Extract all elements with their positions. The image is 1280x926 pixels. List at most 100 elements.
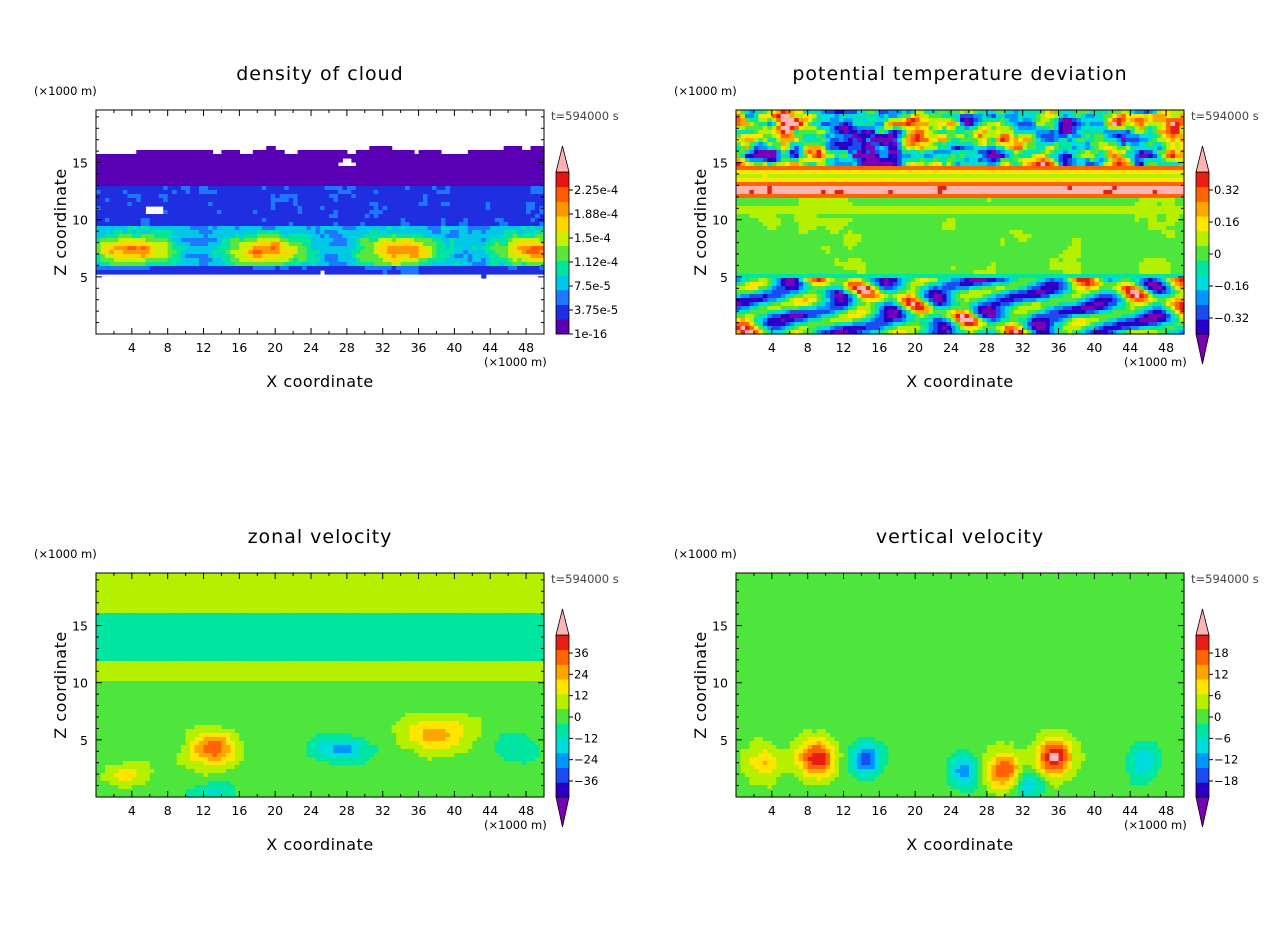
heatmap-cell: [337, 210, 343, 215]
heatmap-cell: [320, 170, 326, 175]
heatmap-cell: [780, 318, 786, 323]
heatmap-cell: [355, 258, 361, 263]
heatmap-cell: [767, 166, 773, 171]
heatmap-cell: [508, 186, 514, 191]
heatmap-cell: [293, 238, 299, 243]
heatmap-cell: [740, 166, 746, 171]
heatmap-cell: [185, 182, 191, 187]
heatmap-cell: [369, 262, 375, 267]
heatmap-cell: [865, 318, 871, 323]
heatmap-cell: [830, 318, 836, 323]
heatmap-cell: [454, 270, 460, 275]
heatmap-cell: [744, 290, 751, 295]
heatmap-cell: [373, 190, 379, 195]
heatmap-cell: [856, 318, 863, 323]
heatmap-cell: [467, 158, 473, 163]
heatmap-cell: [423, 178, 429, 183]
heatmap-cell: [499, 254, 505, 259]
heatmap-cell: [449, 254, 455, 259]
heatmap-cell: [843, 118, 849, 123]
heatmap-cell: [333, 234, 339, 239]
heatmap-cell: [373, 234, 379, 239]
heatmap-cell: [194, 162, 200, 167]
heatmap-cell: [163, 222, 169, 227]
heatmap-cell: [736, 138, 742, 143]
heatmap-cell: [212, 182, 218, 187]
heatmap-cell: [812, 154, 818, 159]
heatmap-cell: [449, 202, 455, 207]
heatmap-cell: [472, 198, 478, 203]
heatmap-cell: [821, 258, 827, 263]
heatmap-cell: [512, 242, 518, 247]
heatmap-cell: [467, 254, 473, 259]
heatmap-cell: [216, 198, 223, 203]
heatmap-cell: [131, 258, 137, 263]
heatmap-cell: [140, 154, 146, 159]
heatmap-cell: [127, 190, 133, 195]
heatmap-cell: [789, 194, 795, 199]
heatmap-cell: [467, 222, 473, 227]
heatmap-cell: [785, 186, 791, 191]
heatmap-cell: [396, 158, 402, 163]
heatmap-cell: [821, 182, 827, 187]
heatmap-cell: [839, 246, 845, 251]
heatmap-cell: [136, 150, 142, 155]
heatmap-cell: [785, 118, 791, 123]
heatmap-cell: [526, 178, 532, 183]
heatmap-cell: [535, 182, 541, 187]
heatmap-cell: [758, 258, 764, 263]
heatmap-cell: [834, 126, 840, 131]
heatmap-cell: [100, 218, 106, 223]
heatmap-cell: [248, 254, 254, 259]
heatmap-cell: [427, 270, 433, 275]
heatmap-cell: [785, 110, 791, 115]
heatmap-cell: [472, 174, 478, 179]
heatmap-cell: [203, 206, 209, 211]
heatmap-cell: [807, 186, 813, 191]
heatmap-cell: [821, 138, 827, 143]
heatmap-cell: [458, 198, 464, 203]
heatmap-cell: [798, 258, 804, 263]
heatmap-cell: [279, 242, 285, 247]
heatmap-cell: [96, 174, 102, 179]
heatmap-cell: [396, 246, 402, 251]
heatmap-cell: [535, 174, 541, 179]
heatmap-cell: [275, 254, 281, 259]
heatmap-cell: [333, 166, 339, 171]
heatmap-cell: [328, 258, 335, 263]
heatmap-cell: [127, 174, 133, 179]
heatmap-cell: [803, 210, 809, 215]
heatmap-cell: [785, 198, 791, 203]
heatmap-cell: [758, 142, 764, 147]
heatmap-cell: [458, 182, 464, 187]
heatmap-cell: [821, 266, 827, 271]
heatmap-cell: [100, 170, 106, 175]
heatmap-cell: [753, 306, 759, 311]
heatmap-cell: [449, 182, 455, 187]
heatmap-cell: [490, 162, 496, 167]
heatmap-cell: [530, 242, 536, 247]
heatmap-cell: [762, 150, 768, 155]
heatmap-cell: [167, 154, 173, 159]
heatmap-cell: [865, 226, 871, 231]
heatmap-cell: [104, 190, 111, 195]
heatmap-cell: [440, 178, 447, 183]
heatmap-cell: [870, 254, 876, 259]
heatmap-cell: [100, 262, 106, 267]
heatmap-cell: [812, 118, 818, 123]
heatmap-cell: [476, 158, 482, 163]
heatmap-cell: [163, 162, 169, 167]
heatmap-cell: [333, 190, 339, 195]
heatmap-cell: [266, 194, 272, 199]
heatmap-cell: [409, 206, 415, 211]
heatmap-cell: [131, 266, 137, 271]
heatmap-cell: [333, 186, 339, 191]
heatmap-cell: [181, 270, 187, 275]
heatmap-cell: [789, 206, 795, 211]
heatmap-cell: [266, 210, 272, 215]
heatmap-cell: [225, 222, 231, 227]
heatmap-cell: [369, 258, 375, 263]
heatmap-cell: [874, 242, 880, 247]
heatmap-cell: [736, 166, 742, 171]
heatmap-cell: [870, 326, 876, 331]
